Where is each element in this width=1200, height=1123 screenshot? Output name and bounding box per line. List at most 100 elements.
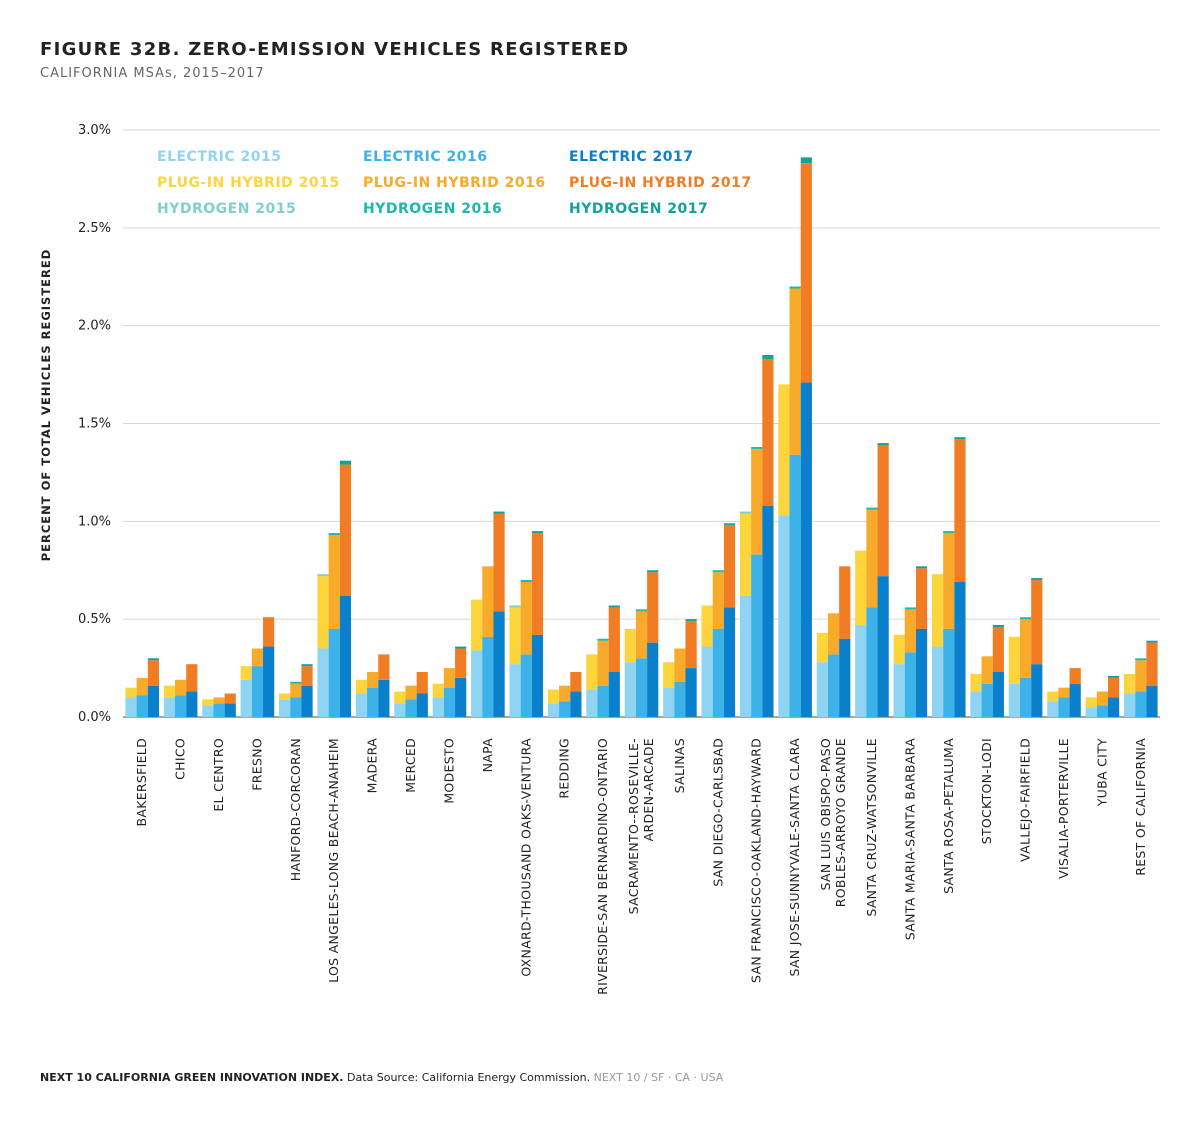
bar-segment	[663, 662, 675, 688]
bar-segment	[931, 646, 944, 717]
bar-segment	[789, 454, 801, 717]
bar-segment	[1008, 683, 1020, 717]
bar-segment	[339, 460, 352, 465]
bar-segment	[866, 509, 878, 608]
bar-segment	[455, 646, 467, 649]
bar-segment	[493, 511, 505, 514]
bar-segment	[509, 607, 521, 665]
bar-segment	[202, 705, 214, 717]
bar-segment	[954, 439, 966, 582]
x-tick-label: SANTA ROSA-PETALUMA	[941, 738, 956, 894]
bar-segment	[240, 679, 252, 717]
bar-segment	[762, 358, 774, 506]
bar-segment	[559, 685, 571, 702]
bar-segment	[827, 613, 840, 655]
bar-segment	[471, 650, 483, 717]
bar-segment	[367, 671, 379, 688]
x-tick-label: SALINAS	[672, 738, 687, 793]
bar-segment	[531, 531, 544, 534]
bar-segment	[1058, 687, 1070, 698]
bar-segment	[839, 566, 851, 639]
bar-segment	[1135, 658, 1147, 661]
bar-segment	[224, 693, 236, 704]
x-tick-label: REST OF CALIFORNIA	[1133, 738, 1148, 876]
bar-segment	[663, 687, 675, 717]
bar-segment	[816, 632, 828, 663]
bar-segment	[328, 628, 340, 717]
bar-segment	[520, 654, 532, 717]
bar-segment	[1058, 697, 1070, 717]
bar-segment	[147, 685, 160, 717]
bar-segment	[509, 664, 521, 717]
legend-entry: PLUG-IN HYBRID 2015	[157, 175, 340, 191]
y-axis-label: PERCENT OF TOTAL VEHICLES REGISTERED	[39, 249, 53, 562]
bar-segment	[866, 607, 878, 717]
bar-segment	[992, 626, 1004, 672]
x-tick-label: MADERA	[365, 738, 380, 794]
bar-segment	[279, 699, 291, 717]
bar-segment	[877, 576, 889, 717]
bar-segment	[301, 666, 313, 686]
bar-segment	[1008, 636, 1020, 684]
bar-segment	[685, 668, 697, 717]
bar-segment	[570, 671, 582, 692]
bar-segment	[263, 617, 275, 647]
footer-source: Data Source: California Energy Commissio…	[347, 1071, 590, 1084]
bar-segment	[290, 697, 302, 717]
bar-segment	[125, 687, 137, 698]
x-tick-label: RIVERSIDE-SAN BERNARDINO-ONTARIO	[595, 738, 610, 995]
bar-segment	[904, 609, 916, 653]
bar-segment	[800, 163, 812, 383]
x-tick-label: HANFORD-CORCORAN	[288, 738, 303, 881]
bar-segment	[893, 634, 905, 665]
bar-segment	[136, 677, 148, 696]
bar-segment	[163, 697, 176, 717]
footer-title: NEXT 10 CALIFORNIA GREEN INNOVATION INDE…	[40, 1071, 343, 1084]
bar-segment	[355, 693, 368, 717]
bar-segment	[893, 664, 905, 717]
bar-segment	[186, 664, 198, 692]
bar-segment	[635, 609, 648, 612]
x-tick-label: MODESTO	[441, 738, 456, 804]
x-tick-label: VALLEJO-FAIRFIELD	[1018, 738, 1033, 862]
bar-segment	[1031, 578, 1043, 581]
bar-segment	[877, 445, 889, 577]
bar-segment	[416, 693, 428, 717]
bar-segment	[647, 570, 659, 573]
bar-segment	[317, 574, 329, 577]
bar-segment	[751, 448, 763, 555]
bar-segment	[877, 443, 889, 446]
bar-segment	[163, 685, 176, 698]
x-tick-label: LOS ANGELES-LONG BEACH-ANAHEIM	[326, 738, 341, 983]
bar-segment	[455, 677, 467, 717]
bar-segment	[954, 581, 966, 717]
bar-segment	[701, 646, 713, 717]
x-tick-label: SANTA MARIA-SANTA BARBARA	[902, 738, 917, 940]
bar-segment	[290, 681, 302, 684]
x-tick-label: CHICO	[173, 738, 188, 780]
bar-segment	[789, 286, 801, 289]
bar-segment	[1047, 701, 1059, 717]
bar-segment	[1047, 691, 1059, 702]
bar-segment	[992, 625, 1004, 627]
bar-segment	[520, 580, 532, 582]
x-tick-label: SAN LUIS OBISPO-PASOROBLES-ARROYO GRANDE	[818, 738, 848, 907]
bar-segment	[213, 697, 225, 704]
bar-segment	[1096, 705, 1108, 717]
bar-segment	[855, 625, 867, 717]
x-tick-label: MERCED	[403, 738, 418, 793]
bar-segment	[1019, 619, 1032, 678]
bar-segment	[943, 533, 955, 629]
bar-segment	[624, 662, 636, 717]
bar-segment	[147, 660, 160, 686]
legend-entry: ELECTRIC 2016	[363, 149, 487, 165]
x-tick-label: SAN FRANCISCO-OAKLAND-HAYWARD	[749, 738, 764, 983]
bar-segment	[723, 523, 736, 526]
bar-segment	[317, 576, 329, 649]
bar-segment	[355, 679, 368, 694]
bar-segment	[1031, 664, 1043, 717]
bar-segment	[647, 642, 659, 717]
bar-segment	[931, 574, 944, 647]
bar-segment	[328, 533, 340, 536]
